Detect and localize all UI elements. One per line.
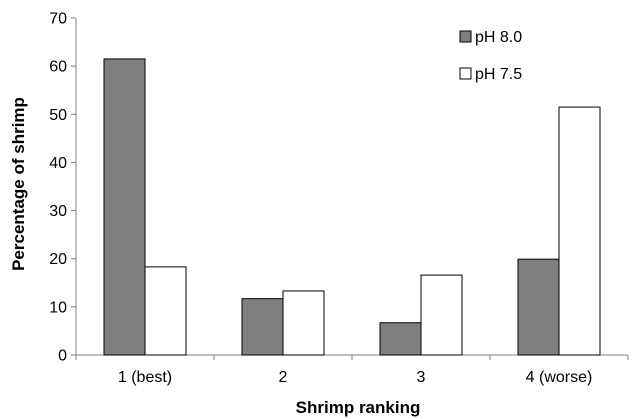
bar-ph-8-0 [241,298,284,356]
x-axis: 1 (best) 2 3 4 (worse) [75,354,629,386]
y-axis-title: Percentage of shrimp [9,97,28,271]
x-tick-label: 4 (worse) [526,369,593,386]
x-tick-label: 3 [417,369,426,386]
x-axis-title: Shrimp ranking [296,398,421,417]
x-tick-label: 1 (best) [118,369,172,386]
x-tick-label: 2 [279,369,288,386]
y-tick-label: 10 [49,299,67,316]
y-axis: 0 10 20 30 40 50 60 70 [49,11,77,365]
y-tick-label: 60 [49,59,67,76]
y-tick-label: 70 [49,11,67,28]
bar-ph-7-5 [282,290,325,356]
legend-label: pH 7.5 [475,66,522,83]
y-tick-label: 30 [49,203,67,220]
bar-ph-8-0 [379,322,422,356]
bar-ph-7-5 [420,274,463,356]
y-tick-label: 50 [49,107,67,124]
y-tick-label: 40 [49,155,67,172]
legend-label: pH 8.0 [475,29,522,46]
bar-ph-8-0 [517,258,560,356]
legend: pH 8.0 pH 7.5 [459,29,522,83]
bar-ph-7-5 [558,106,601,356]
y-tick-label: 0 [58,348,67,365]
bars [103,58,601,356]
legend-swatch [459,67,472,80]
y-tick-label: 20 [49,251,67,268]
legend-swatch [459,30,472,43]
bar-ph-7-5 [144,266,187,356]
bar-ph-8-0 [103,58,146,356]
